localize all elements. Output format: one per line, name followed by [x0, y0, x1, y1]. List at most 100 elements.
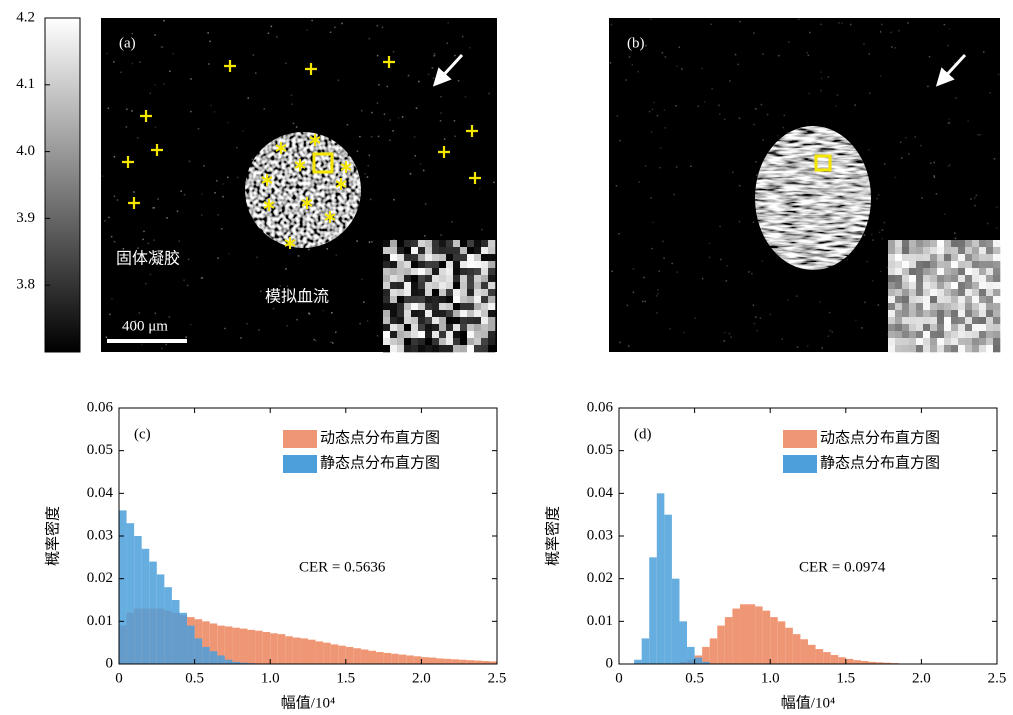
speckle	[447, 22, 449, 24]
speckle	[222, 195, 224, 198]
x-tick-label: 0	[115, 670, 123, 686]
inset-pixel	[937, 254, 945, 262]
speckle	[678, 46, 681, 49]
inset-pixel	[432, 317, 440, 325]
histogram-bar	[360, 649, 369, 664]
inset-pixel	[446, 247, 454, 255]
inset-pixel	[895, 240, 903, 248]
speckle	[161, 46, 164, 48]
speckle	[877, 194, 880, 196]
inset-pixel	[888, 247, 896, 255]
inset-pixel	[397, 275, 405, 283]
inset-pixel	[923, 317, 931, 325]
speckle	[335, 254, 338, 257]
histogram-bar	[406, 655, 414, 664]
inset-pixel	[453, 303, 461, 311]
histogram-bar	[239, 662, 248, 664]
inset-pixel	[397, 303, 405, 311]
speckle	[149, 92, 152, 95]
speckle	[308, 313, 311, 315]
speckle	[643, 276, 645, 279]
y-tick-label: 0	[106, 655, 114, 671]
speckle	[879, 31, 882, 33]
inset-pixel	[481, 310, 489, 318]
dynamic-marker	[335, 178, 347, 190]
histogram-bar	[300, 638, 308, 664]
inset-pixel	[404, 331, 412, 339]
speckle	[676, 65, 678, 68]
inset-pixel	[916, 296, 924, 304]
histogram-bar	[247, 629, 256, 664]
speckle	[227, 176, 229, 179]
speckle	[664, 56, 667, 58]
speckle	[638, 181, 641, 183]
histogram-bar	[368, 650, 377, 664]
speckle	[929, 162, 932, 165]
speckle	[260, 290, 262, 293]
speckle	[122, 247, 125, 250]
speckle	[306, 29, 308, 31]
inset-pixel	[488, 240, 496, 248]
histogram-bar	[413, 656, 422, 664]
speckle	[878, 231, 881, 234]
speckle	[928, 56, 931, 58]
inset-pixel	[383, 247, 391, 255]
speckle	[756, 329, 758, 332]
speckle	[993, 158, 996, 160]
speckle	[329, 31, 332, 34]
speckle	[217, 257, 219, 259]
speckle	[139, 61, 141, 63]
inset-pixel	[930, 254, 938, 262]
speckle	[113, 195, 116, 198]
inset-pixel	[965, 240, 973, 248]
inset-pixel	[944, 275, 952, 283]
speckle	[236, 176, 239, 179]
static-marker	[224, 60, 236, 72]
annotation: 固体凝胶	[116, 250, 180, 268]
inset-pixel	[895, 296, 903, 304]
speckle	[440, 112, 442, 114]
speckle	[886, 266, 889, 269]
speckle	[393, 198, 395, 201]
speckle	[367, 164, 369, 167]
speckle	[213, 111, 216, 113]
inset-pixel	[390, 303, 398, 311]
speckle	[386, 85, 389, 88]
inset-pixel	[383, 240, 391, 248]
speckle	[986, 222, 989, 225]
inset-pixel	[888, 275, 896, 283]
inset-pixel	[937, 261, 945, 269]
inset-pixel	[446, 254, 454, 262]
inset-pixel	[411, 282, 419, 290]
speckle	[996, 227, 998, 229]
dynamic-marker	[301, 197, 313, 209]
inset-pixel	[895, 303, 903, 311]
histogram-bar	[702, 646, 710, 664]
series	[119, 510, 256, 664]
inset-pixel	[902, 261, 910, 269]
speckle	[657, 292, 659, 295]
legend-label: 动态点分布直方图	[820, 429, 940, 446]
speckle	[190, 110, 192, 113]
speckle	[997, 73, 1000, 76]
inset-pixel	[916, 310, 924, 318]
speckle	[900, 157, 903, 159]
histogram-bar	[451, 659, 460, 664]
inset-pixel	[453, 282, 461, 290]
inset-pixel	[944, 247, 952, 255]
speckle	[867, 149, 870, 151]
speckle	[389, 119, 391, 121]
speckle	[313, 338, 315, 341]
inset-pixel	[993, 247, 1001, 255]
speckle	[101, 175, 104, 177]
y-tick-label: 0.03	[87, 527, 113, 543]
inset-pixel	[944, 317, 952, 325]
inset-pixel	[937, 338, 945, 346]
speckle	[883, 221, 886, 224]
inset-pixel	[993, 261, 1001, 269]
inset-pixel	[916, 247, 924, 255]
histogram-bar	[232, 627, 240, 664]
inset-pixel	[404, 289, 412, 297]
histogram-bar	[353, 648, 361, 664]
speckle	[762, 53, 764, 56]
